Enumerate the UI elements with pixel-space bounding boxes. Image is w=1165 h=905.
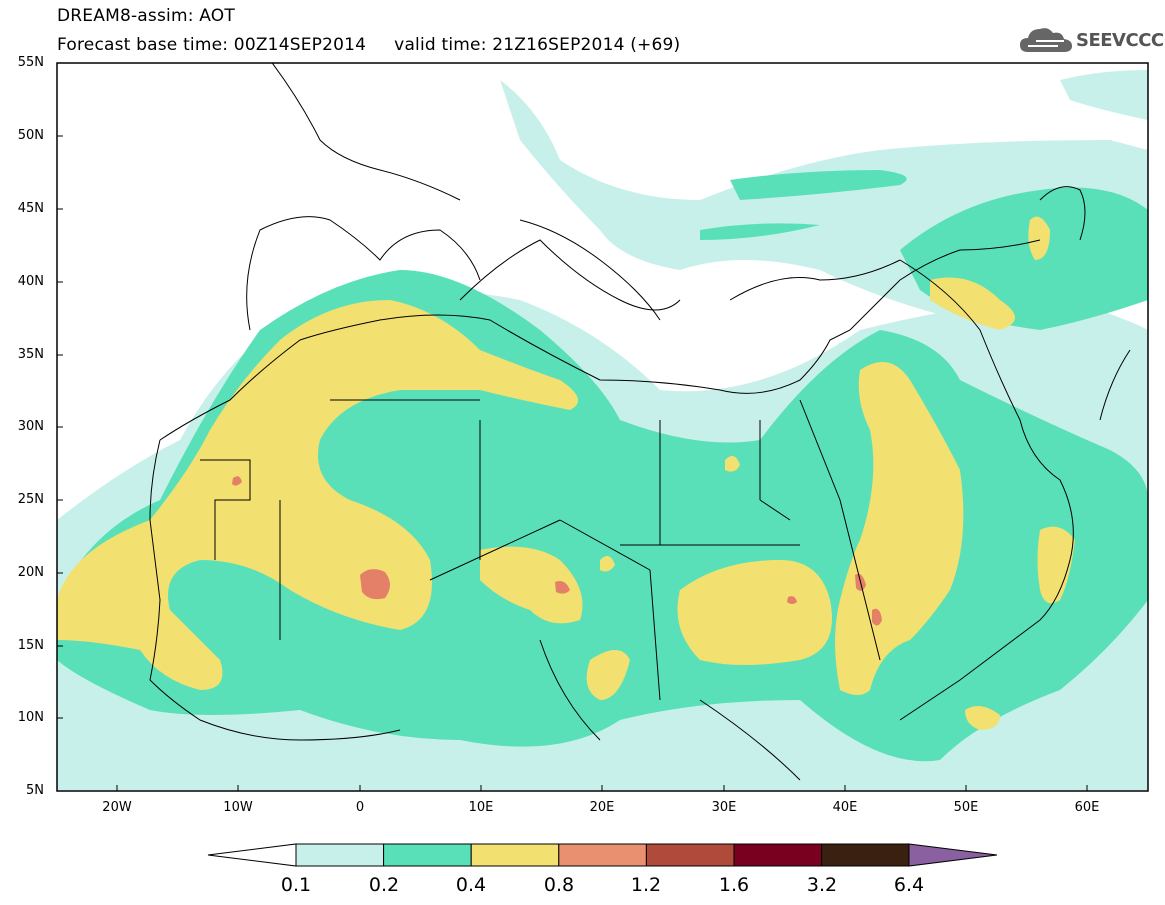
colorbar-label: 1.2	[630, 874, 662, 896]
colorbar-label: 0.1	[280, 874, 312, 896]
lon-label: 30E	[711, 800, 737, 815]
axis-ticks	[57, 62, 1088, 791]
colorbar-label: 0.4	[455, 874, 487, 896]
lon-label: 0	[355, 800, 365, 815]
lat-label: 15N	[17, 638, 44, 653]
seevccc-logo: SEEVCCC	[1018, 22, 1164, 56]
lon-label: 60E	[1074, 800, 1100, 815]
lat-label: 30N	[17, 419, 44, 434]
colorbar-label: 0.2	[368, 874, 400, 896]
lon-label: 40E	[832, 800, 858, 815]
lat-label: 5N	[26, 783, 44, 798]
lon-label: 20E	[589, 800, 615, 815]
lon-label: 20W	[102, 800, 132, 815]
colorbar-label: 0.8	[543, 874, 575, 896]
map-title: DREAM8-assim: AOT	[57, 6, 235, 26]
lat-label: 35N	[17, 347, 44, 362]
aot-class-0.8	[232, 476, 882, 626]
lat-label: 20N	[17, 565, 44, 580]
lat-label: 45N	[17, 201, 44, 216]
aot-field	[57, 63, 1148, 791]
lon-label: 10E	[468, 800, 494, 815]
lon-label: 50E	[953, 800, 979, 815]
lon-label: 10W	[223, 800, 253, 815]
colorbar-label: 6.4	[893, 874, 925, 896]
colorbar	[207, 843, 998, 867]
forecast-time-subtitle: Forecast base time: 00Z14SEP2014 valid t…	[57, 35, 681, 55]
cloud-icon	[1020, 28, 1072, 52]
lat-label: 50N	[17, 128, 44, 143]
aot-class-0.4	[57, 216, 1075, 730]
colorbar-label: 1.6	[718, 874, 750, 896]
lat-label: 40N	[17, 274, 44, 289]
logo-text: SEEVCCC	[1076, 30, 1164, 51]
lat-label: 25N	[17, 492, 44, 507]
lat-label: 10N	[17, 710, 44, 725]
colorbar-label: 3.2	[806, 874, 838, 896]
lat-label: 55N	[17, 55, 44, 70]
coastlines	[149, 63, 1131, 781]
